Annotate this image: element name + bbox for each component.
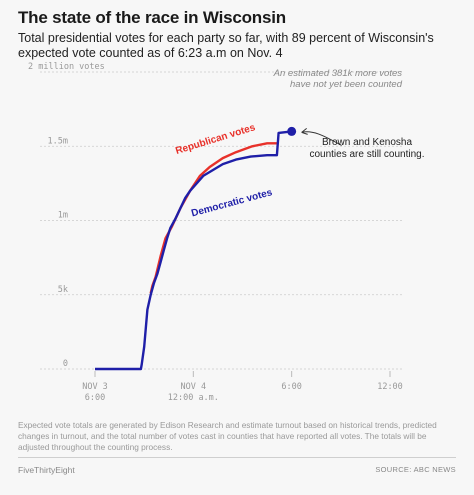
democratic-votes-line xyxy=(95,130,292,371)
republican-series-label: Republican votes xyxy=(174,122,257,157)
y-axis-ticks: 0 5k 1m 1.5m 2 million votes xyxy=(28,62,105,369)
gridlines xyxy=(40,71,404,370)
y-tick-label: 1.5m xyxy=(48,136,68,146)
remaining-votes-annotation: An estimated 381k more votes xyxy=(273,68,403,79)
y-tick-label: 5k xyxy=(58,285,68,295)
current-count-dot xyxy=(287,126,297,136)
democratic-series-label: Democratic votes xyxy=(190,187,274,219)
x-tick-label: NOV 4 xyxy=(181,382,207,392)
x-tick-label: NOV 3 xyxy=(82,382,108,392)
y-tick-label: 0 xyxy=(63,359,68,369)
republican-votes-line xyxy=(149,142,277,294)
source-label: SOURCE: ABC NEWS xyxy=(375,465,456,474)
chart-title: The state of the race in Wisconsin xyxy=(18,8,286,27)
x-tick-label: 6:00 xyxy=(85,393,105,403)
footer-divider xyxy=(18,457,456,458)
annotation-arrowhead xyxy=(301,128,308,135)
y-tick-label: 1m xyxy=(58,211,68,221)
remaining-votes-annotation: have not yet been counted xyxy=(290,79,403,90)
x-tick-label: 6:00 xyxy=(281,382,301,392)
x-tick-label: 12:00 xyxy=(377,382,403,392)
x-tick-label: 12:00 a.m. xyxy=(168,393,219,403)
y-tick-label: 2 million votes xyxy=(28,62,105,72)
chart-subtitle: Total presidential votes for each party … xyxy=(18,31,434,60)
methodology-note: Expected vote totals are generated by Ed… xyxy=(18,420,437,452)
counties-counting-annotation: Brown and Kenosha xyxy=(322,137,413,148)
annotation-arrow xyxy=(301,131,342,146)
brand-label: FiveThirtyEight xyxy=(18,465,75,475)
counties-counting-annotation: counties are still counting. xyxy=(309,149,424,160)
series-lines: Republican votes Democratic votes xyxy=(95,122,297,371)
